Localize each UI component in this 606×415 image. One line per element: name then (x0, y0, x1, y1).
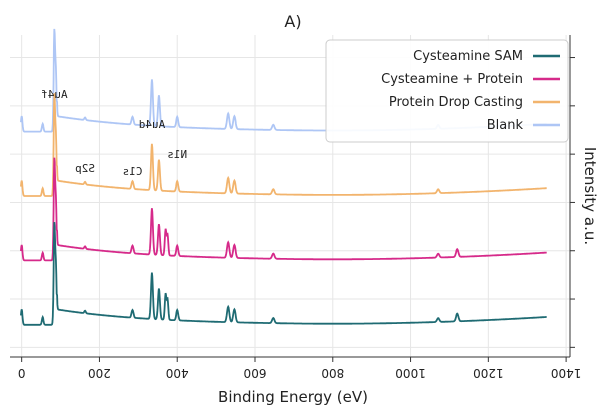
series-line-2 (20, 157, 547, 262)
annotation-n1s: N1s (167, 148, 187, 161)
x-axis-label: Binding Energy (eV) (218, 388, 368, 406)
axes: 1400 1200 1000 800 600 400 200 0 (10, 35, 581, 380)
y-axis-label: Intensity a.u. (581, 147, 599, 245)
annotation-s2p: S2p (75, 162, 95, 175)
x-tick-label: 200 (88, 366, 111, 380)
legend-label-1: Cysteamine SAM (413, 49, 523, 64)
legend-label-2: Cysteamine + Protein (381, 72, 523, 87)
series-line-1 (20, 222, 547, 326)
series-line-3 (20, 93, 547, 197)
chart-title: A) (284, 12, 301, 31)
x-tick-label: 1200 (473, 366, 504, 380)
x-tick-label: 0 (18, 366, 26, 380)
x-tick-label: 800 (321, 366, 344, 380)
legend: Cysteamine SAM Cysteamine + Protein Protei… (325, 39, 569, 143)
x-tick-label: 600 (244, 366, 267, 380)
x-tick-label: 1400 (551, 366, 582, 380)
legend-box (325, 39, 569, 143)
annotation-c1s: C1s (123, 165, 143, 178)
legend-label-3: Protein Drop Casting (389, 95, 523, 110)
x-tick-label: 400 (166, 366, 189, 380)
peak-annotations: Au4f S2p C1s Au4d N1s (41, 88, 187, 178)
annotation-au4f: Au4f (41, 88, 68, 101)
x-tick-label: 1000 (395, 366, 426, 380)
annotation-au4d: Au4d (139, 118, 166, 131)
legend-label-4: Blank (487, 118, 524, 133)
